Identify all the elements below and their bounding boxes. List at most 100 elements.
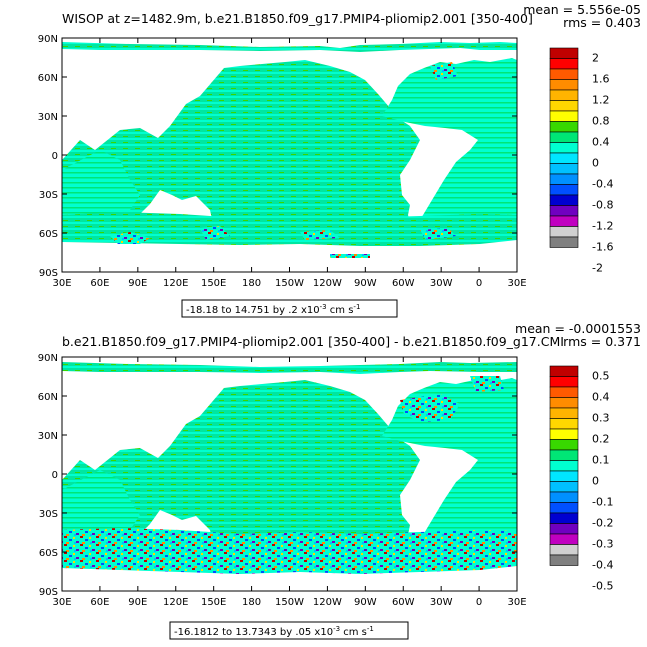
x-tick-label: 180 xyxy=(242,278,261,289)
colorbar-swatch xyxy=(549,236,579,248)
colorbar-swatch xyxy=(549,376,579,388)
anomaly-patch xyxy=(470,376,504,392)
ocean-arctic xyxy=(62,362,517,374)
colorbar-label: 0.1 xyxy=(592,454,610,467)
y-tick-label: 0 xyxy=(52,470,58,481)
x-tick-label: 90W xyxy=(354,597,377,608)
colorbar-swatch xyxy=(549,386,579,398)
x-tick-label: 30E xyxy=(52,597,71,608)
colorbar-label: -0.4 xyxy=(592,178,613,191)
x-axis: 30E 60E 90E 120E 150E 180 150W 120W 90W 60W 30W 0 30… xyxy=(52,38,527,289)
colorbar-label: 0.5 xyxy=(592,370,610,383)
ocean-indian-west xyxy=(62,470,140,542)
colorbar-swatch xyxy=(549,142,579,154)
panel-title: b.e21.B1850.f09_g17.PMIP4-pliomip2.001 [… xyxy=(62,334,564,349)
ocean-southern xyxy=(62,212,517,246)
colorbar-swatch xyxy=(549,502,579,514)
colorbar-swatch xyxy=(549,428,579,440)
y-tick-label: 90S xyxy=(39,268,58,279)
panel-1: WISOP at z=1482.9m, b.e21.B1850.f09_g17.… xyxy=(38,2,641,318)
x-axis: 30E 60E 90E 120E 150E 180 150W 120W 90W 60W 30W 0 30… xyxy=(52,357,527,608)
colorbar-swatch xyxy=(549,226,579,238)
colorbar-label: 0.4 xyxy=(592,391,610,404)
colorbar-swatch xyxy=(549,512,579,524)
y-axis: 90N 60N 30N 0 30S 60S 90S xyxy=(38,353,517,598)
colorbar-label: 0 xyxy=(592,157,599,170)
range-units-exponent: -1 xyxy=(367,625,374,633)
colorbar-swatch xyxy=(549,491,579,503)
colorbar-swatch xyxy=(549,397,579,409)
y-tick-label: 60S xyxy=(39,229,58,240)
mean-label: mean = 5.556e-05 xyxy=(523,2,641,17)
mean-label: mean = -0.0001553 xyxy=(515,321,641,336)
colorbar-swatch xyxy=(549,89,579,101)
colorbar-swatch xyxy=(549,460,579,472)
colorbar-swatch xyxy=(549,449,579,461)
colorbar-swatch xyxy=(549,407,579,419)
colorbar-label: 0.8 xyxy=(592,115,610,128)
colorbar-swatch xyxy=(549,418,579,430)
y-tick-label: 60S xyxy=(39,548,58,559)
colorbar-swatch xyxy=(549,47,579,59)
colorbar-swatch xyxy=(549,205,579,217)
ocean-arctic xyxy=(62,42,517,52)
y-tick-label: 90S xyxy=(39,587,58,598)
colorbar-label: -1.2 xyxy=(592,220,613,233)
colorbar-label: -1.6 xyxy=(592,241,613,254)
map-area xyxy=(61,356,518,592)
colorbar-swatch xyxy=(549,215,579,227)
x-tick-label: 120E xyxy=(163,597,188,608)
colorbar-label: -0.2 xyxy=(592,517,613,530)
colorbar-swatch xyxy=(549,439,579,451)
colorbar-swatch xyxy=(549,523,579,535)
colorbar-label: 0.3 xyxy=(592,412,610,425)
colorbar-swatch xyxy=(549,110,579,122)
colorbar-swatch xyxy=(549,470,579,482)
svg-text:-18.18 to 14.751 by .2 x10-3 c: -18.18 to 14.751 by .2 x10-3 cm s-1 xyxy=(186,303,360,316)
y-tick-label: 30N xyxy=(38,431,58,442)
range-units: cm s xyxy=(330,305,354,316)
x-tick-label: 30E xyxy=(52,278,71,289)
y-tick-label: 60N xyxy=(38,392,58,403)
colorbar-label: -2 xyxy=(592,262,603,275)
colorbar: 2 1.6 1.2 0.8 0.4 0 -0.4 -0.8 -1.2 -1.6 -2 xyxy=(549,47,613,275)
colorbar-swatch xyxy=(549,58,579,70)
colorbar-swatch xyxy=(549,481,579,493)
colorbar-swatch xyxy=(549,121,579,133)
x-tick-label: 30E xyxy=(507,597,526,608)
rms-label: rms = 0.403 xyxy=(563,15,641,30)
x-tick-label: 120E xyxy=(163,278,188,289)
anomaly-patch xyxy=(200,226,230,240)
colorbar-swatch xyxy=(549,544,579,556)
colorbar-label: 2 xyxy=(592,52,599,65)
range-units: cm s xyxy=(343,627,367,638)
y-tick-label: 30S xyxy=(39,509,58,520)
y-tick-label: 90N xyxy=(38,34,58,45)
colorbar-swatch xyxy=(549,365,579,377)
colorbar-label: -0.4 xyxy=(592,559,613,572)
ocean-indian-west xyxy=(62,150,140,222)
panel-2: b.e21.B1850.f09_g17.PMIP4-pliomip2.001 [… xyxy=(38,321,641,640)
range-units-exponent: -1 xyxy=(353,303,360,311)
range-exponent: -3 xyxy=(320,303,327,311)
range-text: -18.18 to 14.751 by .2 x10 xyxy=(186,305,320,316)
x-tick-label: 90E xyxy=(128,597,147,608)
map-area xyxy=(61,37,518,273)
x-tick-label: 60W xyxy=(392,278,415,289)
colorbar-swatch xyxy=(549,68,579,80)
x-tick-label: 60E xyxy=(90,597,109,608)
colorbar-swatch xyxy=(549,194,579,206)
x-tick-label: 90E xyxy=(128,278,147,289)
anomaly-patch xyxy=(330,254,370,258)
ocean-pacific-indian xyxy=(62,380,420,558)
colorbar-swatch xyxy=(549,131,579,143)
colorbar-label: 0.4 xyxy=(592,136,610,149)
x-tick-label: 0 xyxy=(476,278,482,289)
anomaly-patch xyxy=(430,62,458,80)
colorbar-label: 1.6 xyxy=(592,73,610,86)
rms-label: rms = 0.371 xyxy=(563,334,641,349)
x-tick-label: 60W xyxy=(392,597,415,608)
x-tick-label: 30W xyxy=(430,278,453,289)
colorbar-label: -0.8 xyxy=(592,199,613,212)
colorbar-swatch xyxy=(549,554,579,566)
